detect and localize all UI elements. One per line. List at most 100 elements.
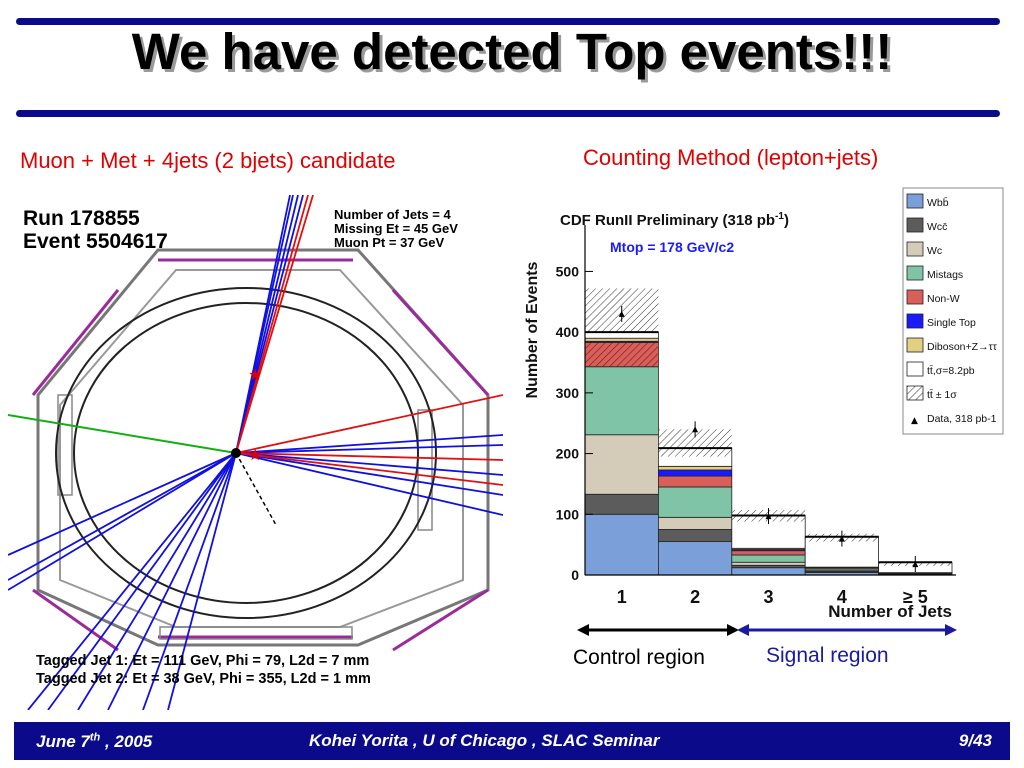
chart-title-close: )	[784, 212, 789, 229]
bottom-module	[159, 626, 353, 640]
bar-segment-3-3	[731, 561, 806, 566]
tracker-outer-circle	[55, 287, 437, 619]
bar-segment-4-1	[584, 366, 659, 436]
bar-segment-1-1	[584, 513, 659, 576]
legend-item-uncertainty-swatch	[906, 385, 924, 401]
legend-item-5-label: Non-W	[927, 293, 960, 305]
y-tick-label-0: 0	[571, 567, 579, 583]
bar-segment-7-1	[584, 337, 659, 342]
legend-item-2-label: Wcc̄	[927, 221, 947, 233]
secondary-vertex-star-2: ★	[248, 445, 262, 464]
left-module	[57, 394, 73, 496]
x-tick-label-4: 4	[837, 587, 847, 607]
bar-segment-3-2	[657, 516, 733, 530]
red-tracks	[235, 195, 503, 486]
x-tick-label-2: 2	[690, 587, 700, 607]
bar-segment-5-3	[731, 550, 806, 556]
bar-segment-1-3	[731, 567, 806, 576]
legend-item-2-swatch	[906, 217, 924, 233]
non-w-hatch-1	[585, 342, 659, 367]
control-arrow-left-head	[577, 624, 589, 636]
chart-caption: Counting Method (lepton+jets)	[583, 145, 879, 170]
jet-multiplicity-chart: 1 2 3 4 ≥ 5 0 100 200 300 400 500 CDF RunII Prelim…	[524, 187, 1004, 621]
event-display: ★ ★ Run 178855 Event 5504617 Number of J…	[8, 195, 503, 710]
bar-segment-4-3	[731, 554, 806, 563]
bar-segment-4-2	[657, 486, 733, 518]
data-point-2	[692, 426, 699, 433]
muon-chamber-left-bottom	[32, 588, 119, 652]
muon-chamber-left-top	[31, 289, 120, 396]
tracker-inner-circle	[73, 302, 419, 604]
legend-item-8-swatch	[906, 361, 924, 377]
region-arrows	[577, 624, 957, 636]
mtop-annotation: Mtop = 178 GeV/c2	[610, 239, 734, 255]
x-axis-label: Number of Jets	[828, 602, 952, 621]
footer-date: June 7th , 2005	[36, 731, 152, 752]
signal-arrow-left-head	[737, 624, 749, 636]
y-tick-label-200: 200	[556, 446, 580, 462]
legend-item-6-label: Single Top	[927, 317, 976, 329]
chart-title: CDF RunII Preliminary (318 pb-1)	[560, 211, 789, 229]
page-title: We have detected Top events!!!	[131, 23, 893, 80]
y-tick-label-400: 400	[556, 324, 580, 340]
legend-item-1-label: Wbb̄	[927, 196, 949, 209]
x-tick-label-3: 3	[763, 587, 773, 607]
control-region-label: Control region	[573, 646, 705, 669]
right-module	[417, 409, 433, 531]
tagged-jet-2-label: Tagged Jet 2: Et = 38 GeV, Phi = 355, L2…	[36, 671, 371, 687]
primary-vertex	[231, 448, 241, 458]
blue-tracks	[8, 195, 503, 710]
legend-item-3-label: Wc	[927, 245, 942, 257]
missing-et-label: Missing Et = 45 GeV	[334, 221, 458, 236]
bar-segment-6-2	[657, 469, 733, 477]
legend-item-4-swatch	[906, 265, 924, 281]
secondary-vertex-star-1: ★	[248, 365, 262, 384]
legend-item-4-label: Mistags	[927, 269, 963, 281]
bar-segment-1-2	[657, 541, 733, 576]
muon-track	[8, 414, 237, 454]
muon-pt-label: Muon Pt = 37 GeV	[334, 235, 444, 250]
legend-item-8-label: tt̄,σ=8.2pb	[927, 365, 975, 377]
legend-item-3-swatch	[906, 241, 924, 257]
y-axis-label: Number of Events	[524, 261, 541, 398]
footer-page-number: 9/43	[958, 731, 992, 750]
data-point-1	[618, 310, 625, 317]
chart-legend: Wbb̄ Wcc̄ Wc Mistags Non-W Single Top Diboson+…	[902, 187, 1004, 435]
legend-item-data-label: Data, 318 pb-1	[927, 413, 997, 425]
event-display-caption: Muon + Met + 4jets (2 bjets) candidate	[20, 148, 396, 173]
y-tick-label-500: 500	[556, 263, 580, 279]
run-number: Run 178855	[23, 207, 140, 230]
bar-segment-3-1	[584, 434, 659, 495]
control-arrow-right-head	[727, 624, 739, 636]
axes-layer: 1 2 3 4 ≥ 5 0 100 200 300 400 500	[556, 225, 956, 607]
legend-item-6-swatch	[906, 313, 924, 329]
legend-item-data-swatch: ▲	[911, 416, 918, 426]
bar-segment-7-2	[657, 465, 733, 471]
legend-item-7-swatch	[906, 337, 924, 353]
legend-item-1-swatch	[906, 193, 924, 209]
event-number: Event 5504617	[23, 230, 168, 253]
legend-item-5-swatch	[906, 289, 924, 305]
bar-segment-5-2	[657, 475, 733, 488]
event-display-graphic: ★ ★ Run 178855 Event 5504617 Number of J…	[8, 195, 503, 710]
footer-date-text: June 7th , 2005	[36, 731, 153, 751]
x-tick-label-1: 1	[617, 587, 627, 607]
y-tick-label-300: 300	[556, 385, 580, 401]
legend-item-7-label: Diboson+Z→ττ	[927, 341, 998, 353]
footer-bar: June 7th , 2005 Kohei Yorita , U of Chic…	[14, 722, 1010, 760]
tagged-jet-1-label: Tagged Jet 1: Et = 111 GeV, Phi = 79, L2…	[36, 653, 369, 669]
title-underline	[16, 110, 1000, 117]
footer-date-sup: th	[89, 731, 101, 743]
bar-segment-2-2	[657, 529, 733, 543]
x-tick-label-5: ≥ 5	[903, 587, 928, 607]
footer-author: Kohei Yorita , U of Chicago , SLAC Semin…	[309, 731, 660, 750]
muon-chamber-right-bottom	[392, 588, 489, 652]
signal-arrow-right-head	[945, 624, 957, 636]
jets-count-label: Number of Jets = 4	[334, 207, 451, 222]
chart-title-sup: -1	[775, 211, 784, 222]
bars-layer	[584, 331, 953, 576]
data-points-layer	[618, 305, 919, 573]
y-tick-label-100: 100	[556, 506, 580, 522]
muon-chamber-right-top	[391, 288, 490, 397]
signal-region-label: Signal region	[766, 644, 889, 667]
